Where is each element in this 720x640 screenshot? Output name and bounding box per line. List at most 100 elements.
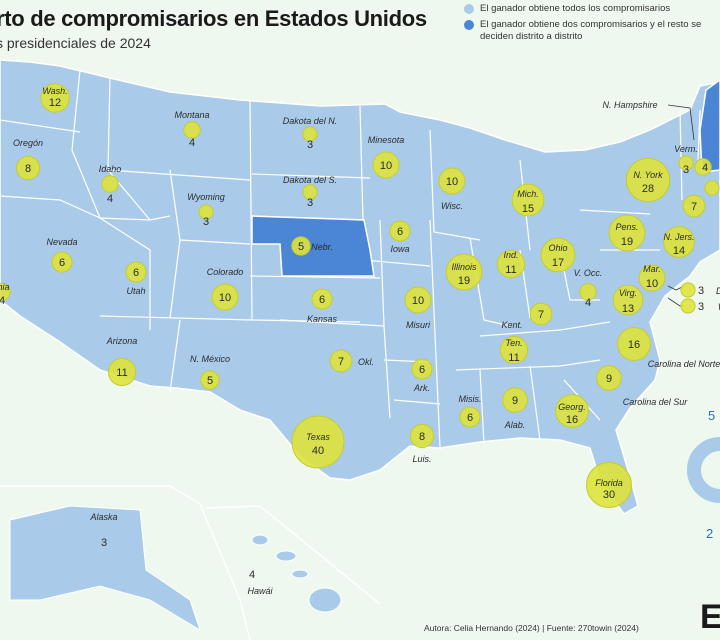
legend: El ganador obtiene todos los compromisar… [462,3,720,47]
side-number-bottom: 2 [706,526,713,541]
label-wyoming: Wyoming [187,192,225,202]
label-idaho: Idaho [99,164,122,174]
bubble-illinois [445,253,483,291]
map-subtitle: s presidenciales de 2024 [0,35,151,51]
label-delaware: D [716,286,720,296]
bubble-oregon [15,155,41,181]
votes-nmexico: 5 [207,375,213,387]
bubble-pennsylvania [608,214,646,252]
bubble-ncarolina [617,327,651,361]
votes-minnesota: 10 [380,160,392,172]
votes-connecticut: 7 [691,201,697,213]
bubble-vermont [678,155,694,171]
votes-wvirginia: 4 [585,297,591,309]
label-texas: Texas [306,432,330,442]
votes-idaho: 4 [107,193,113,205]
votes-arkansas: 6 [419,364,425,376]
votes-indiana: 11 [505,264,516,276]
label-hawaii: Hawái [247,586,273,596]
label-ndakota: Dakota del N. [283,116,338,126]
votes-texas: 40 [312,445,324,457]
votes-illinois: 19 [458,275,470,287]
label-arkansas: Ark. [413,383,430,393]
bubble-newjersey [663,226,695,258]
votes-ndakota: 3 [307,139,313,151]
votes-oklahoma: 7 [338,356,344,368]
votes-washdc: 3 [698,301,704,313]
label-montana: Montana [174,110,209,120]
bubble-wyoming [198,204,214,220]
alaska-inset-border [0,485,251,640]
votes-wash: 12 [49,97,61,109]
votes-oregon: 8 [25,163,31,175]
votes-utah: 6 [133,267,139,279]
label-maryland: Mar. [643,264,661,274]
votes-florida: 30 [603,489,615,501]
label-minnesota: Minesota [368,135,405,145]
label-louisiana: Luis. [412,454,431,464]
bubble-indiana [496,249,526,279]
mainland-us-shape [0,59,720,515]
bubble-ohio [540,237,576,273]
bubble-arizona [107,357,137,387]
votes-montana: 4 [189,137,195,149]
legend-label-split: El ganador obtiene dos compromisarios y … [480,19,702,42]
label-oregon: Oregón [13,138,43,148]
map-title: rto de compromisarios en Estados Unidos [0,6,427,31]
votes-wyoming: 3 [203,216,209,228]
label-vermont: Verm. [674,144,698,154]
bubble-connecticut [682,194,706,218]
bubble-louisiana [409,423,435,449]
label-nhampshire: N. Hampshire [602,100,657,110]
votes-newyork: 28 [642,183,654,195]
label-tennessee: Ten. [505,338,522,348]
votes-wisconsin: 10 [446,176,458,188]
label-florida: Florida [595,478,623,488]
label-colorado: Colorado [207,267,244,277]
label-georgia: Georg. [558,402,586,412]
label-virginia: Virg. [619,288,637,298]
bubble-alabama [502,387,528,413]
votes-hawaii: 4 [249,569,255,581]
alaska-shape [9,505,201,632]
bubble-nmexico [200,370,220,390]
votes-michigan: 15 [522,203,534,215]
bubble-kentucky [529,302,553,326]
votes-tennessee: 11 [508,352,519,364]
votes-virginia: 13 [622,303,634,315]
label-iowa: Iowa [390,244,409,254]
label-ohio: Ohio [548,243,567,253]
label-nevada: Nevada [46,237,77,247]
votes-delaware: 3 [698,285,704,297]
bubble-newyork [625,157,671,203]
bubble-maryland [638,264,666,292]
maine-shape [699,79,720,173]
label-wvirginia: V. Occ. [574,268,603,278]
nebraska-shape [251,215,375,277]
bubble-minnesota [372,151,400,179]
state-bubbles: Wash.12 Oregón 8 rnia 4 Idaho 4 Nevada 6 Montana 4… [0,83,720,596]
label-california: rnia [0,282,10,292]
label-newyork: N. York [633,170,663,180]
bubble-idaho [101,175,119,193]
votes-nhampshire: 4 [702,162,708,174]
label-alaska: Alaska [89,512,117,522]
side-number-top: 5 [708,408,715,423]
votes-alaska: 3 [101,537,107,549]
label-arizona: Arizona [106,336,138,346]
legend-item-all: El ganador obtiene todos los compromisar… [462,3,720,15]
votes-maryland: 10 [646,278,658,290]
votes-missouri: 10 [412,295,424,307]
votes-mississippi: 6 [467,412,473,424]
label-nmexico: N. México [190,354,230,364]
legend-item-split: El ganador obtiene dos compromisarios y … [462,19,720,43]
votes-iowa: 6 [397,226,403,238]
votes-pennsylvania: 19 [621,236,633,248]
bubble-texas [291,415,345,469]
votes-louisiana: 8 [419,431,425,443]
label-ncarolina: Carolina del Norte [648,359,720,369]
source-credit: Autora: Celia Hernando (2024) | Fuente: … [424,623,639,633]
label-wisconsin: Wisc. [441,201,463,211]
